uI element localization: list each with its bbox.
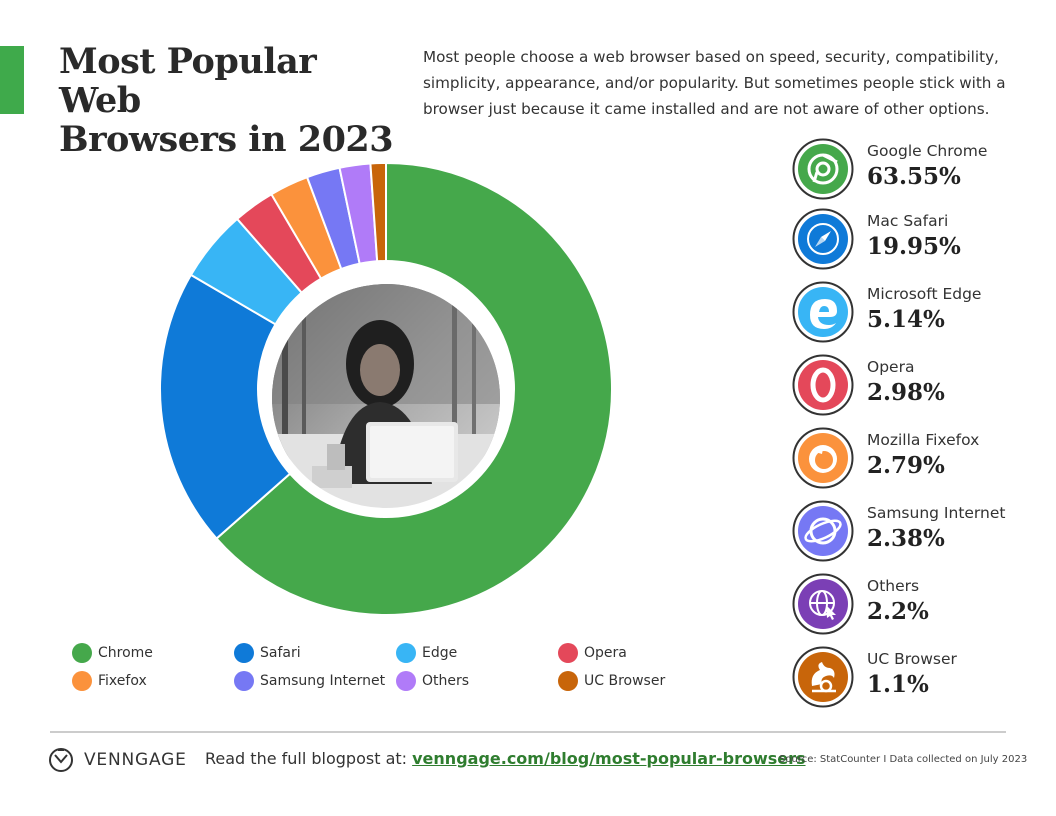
stat-samsung: Samsung Internet 2.38% — [792, 500, 1032, 562]
stat-safari: Mac Safari 19.95% — [792, 208, 1032, 270]
venngage-brand: VENNGAGE — [48, 746, 187, 774]
woman-with-laptop-photo — [272, 284, 500, 512]
stat-name-safari: Mac Safari — [867, 212, 949, 230]
stat-value-firefox: 2.79% — [867, 452, 945, 479]
legend-label-firefox: Fixefox — [98, 673, 147, 689]
stat-others: Others 2.2% — [792, 573, 1032, 635]
blogpost-link[interactable]: venngage.com/blog/most-popular-browsers — [412, 749, 806, 768]
legend-swatch-opera — [558, 643, 578, 663]
stat-name-others: Others — [867, 577, 920, 595]
stat-name-opera: Opera — [867, 358, 915, 376]
legend-swatch-others — [396, 671, 416, 691]
stat-name-edge: Microsoft Edge — [867, 285, 982, 303]
stat-value-safari: 19.95% — [867, 233, 961, 260]
footer-divider — [50, 731, 1006, 733]
samsung-internet-icon — [792, 500, 854, 562]
photo-illustration — [272, 284, 500, 512]
legend-swatch-safari — [234, 643, 254, 663]
legend-label-chrome: Chrome — [98, 645, 153, 661]
firefox-icon — [792, 427, 854, 489]
legend-label-opera: Opera — [584, 645, 627, 661]
stat-firefox: Mozilla Fixefox 2.79% — [792, 427, 1032, 489]
footer-read-more: Read the full blogpost at: venngage.com/… — [205, 749, 806, 768]
uc-browser-icon — [792, 646, 854, 708]
legend-item-samsung: Samsung Internet — [234, 670, 385, 692]
legend-label-others: Others — [422, 673, 470, 689]
source-note: Source: StatCounter I Data collected on … — [779, 754, 1028, 765]
legend-item-opera: Opera — [558, 642, 627, 664]
read-more-prefix: Read the full blogpost at: — [205, 749, 413, 768]
stat-value-edge: 5.14% — [867, 306, 945, 333]
globe-icon — [792, 573, 854, 635]
venngage-logo-icon — [49, 748, 73, 772]
stat-name-uc: UC Browser — [867, 650, 957, 668]
donut-slice-opera — [235, 192, 325, 298]
accent-bar — [0, 46, 24, 114]
stat-value-samsung: 2.38% — [867, 525, 945, 552]
legend-swatch-chrome — [72, 643, 92, 663]
donut-slice-samsung — [305, 166, 362, 275]
legend-swatch-edge — [396, 643, 416, 663]
donut-slice-others — [338, 162, 379, 269]
stat-name-firefox: Mozilla Fixefox — [867, 431, 980, 449]
legend-label-uc: UC Browser — [584, 673, 666, 689]
stat-name-samsung: Samsung Internet — [867, 504, 1006, 522]
donut-slice-firefox — [270, 175, 345, 284]
legend-item-others: Others — [396, 670, 469, 692]
stat-value-opera: 2.98% — [867, 379, 945, 406]
legend-label-samsung: Samsung Internet — [260, 673, 386, 689]
stat-chrome: Google Chrome 63.55% — [792, 138, 1032, 200]
opera-icon — [792, 354, 854, 416]
stat-edge: Microsoft Edge 5.14% — [792, 281, 1032, 343]
legend-item-edge: Edge — [396, 642, 457, 664]
legend-item-chrome: Chrome — [72, 642, 153, 664]
donut-slice-uc — [369, 161, 387, 267]
legend-swatch-samsung — [234, 671, 254, 691]
legend-swatch-uc — [558, 671, 578, 691]
donut-slice-edge — [189, 217, 306, 328]
title-line-1: Most Popular Web — [59, 41, 317, 121]
stat-uc: UC Browser 1.1% — [792, 646, 1032, 708]
edge-icon — [792, 281, 854, 343]
title-line-2: Browsers in 2023 — [59, 119, 394, 160]
legend-item-firefox: Fixefox — [72, 670, 147, 692]
brand-name: VENNGAGE — [84, 750, 187, 770]
chrome-icon — [792, 138, 854, 200]
legend-label-edge: Edge — [422, 645, 458, 661]
stat-opera: Opera 2.98% — [792, 354, 1032, 416]
page-title: Most Popular Web Browsers in 2023 — [59, 42, 409, 159]
chart-legend: Chrome Safari Edge Opera Fixefox Samsung… — [72, 642, 712, 698]
legend-item-uc: UC Browser — [558, 670, 665, 692]
legend-swatch-firefox — [72, 671, 92, 691]
stat-name-chrome: Google Chrome — [867, 142, 988, 160]
stat-value-chrome: 63.55% — [867, 163, 961, 190]
legend-label-safari: Safari — [260, 645, 301, 661]
legend-item-safari: Safari — [234, 642, 301, 664]
stat-value-others: 2.2% — [867, 598, 929, 625]
intro-paragraph: Most people choose a web browser based o… — [423, 48, 1006, 118]
stat-value-uc: 1.1% — [867, 671, 929, 698]
safari-icon — [792, 208, 854, 270]
